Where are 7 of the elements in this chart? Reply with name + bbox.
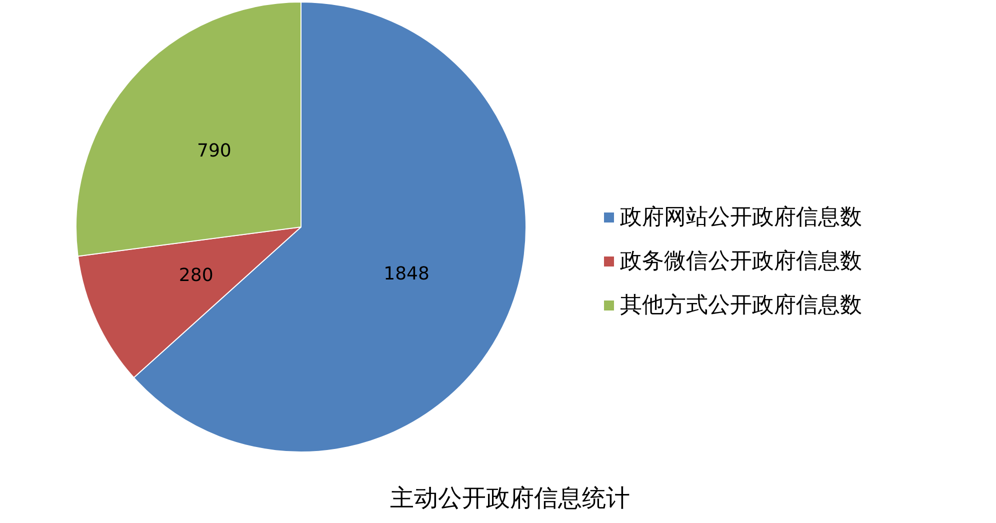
data-label: 1848	[384, 263, 430, 284]
text: 主动公开政府信息统计	[390, 484, 630, 512]
data-label: 790	[197, 140, 232, 162]
legend-label: 其他方式公开政府信息数	[620, 293, 862, 318]
data-label: 280	[178, 264, 214, 286]
legend-label: 政务微信公开政府信息数	[620, 249, 862, 274]
legend-label: 政府网站公开政府信息数	[620, 205, 862, 230]
